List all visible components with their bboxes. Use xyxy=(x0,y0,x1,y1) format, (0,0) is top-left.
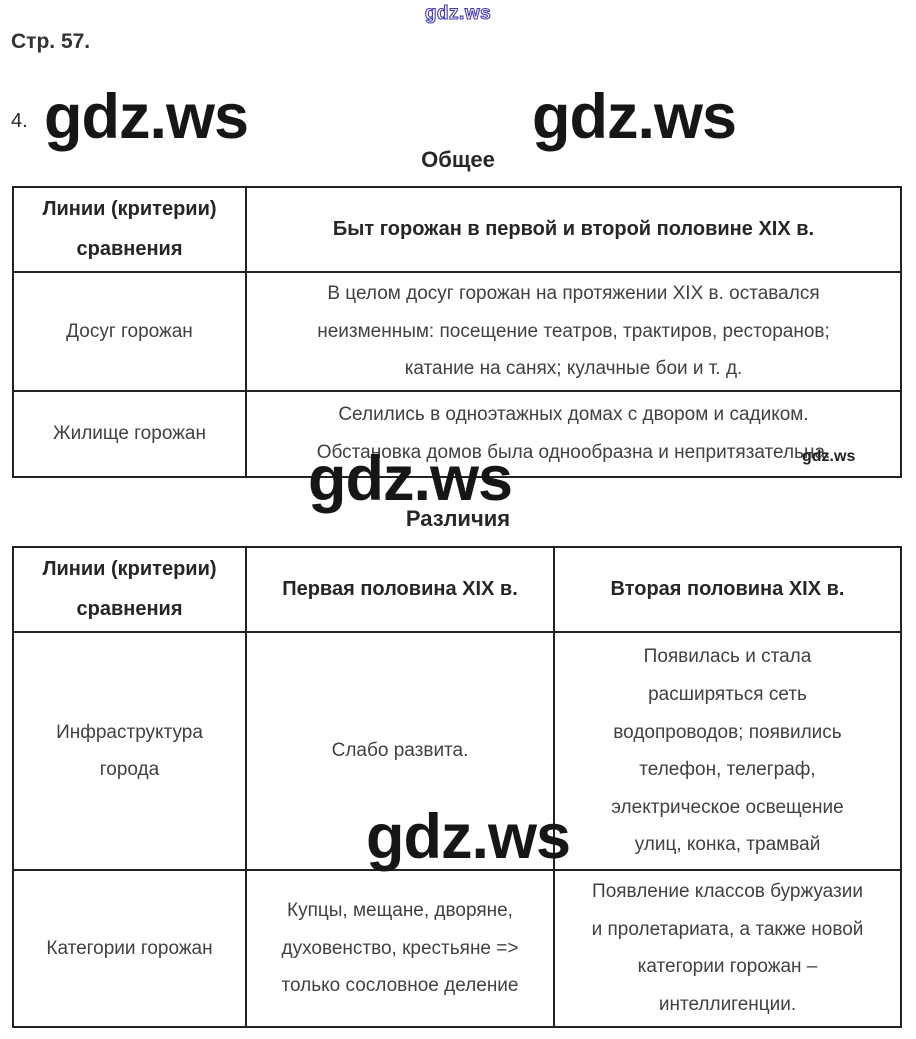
watermark-large-middle: gdz.ws xyxy=(308,444,513,514)
table-differences-row2-second-half: Появление классов буржуазии и пролетариа… xyxy=(553,869,902,1028)
table-differences-row1-first-half: Слабо развита. xyxy=(245,631,555,872)
watermark-large-left: gdz.ws xyxy=(44,82,249,152)
watermark-top-outline: gdz.ws xyxy=(424,2,492,24)
table-common-row2-criterion: Жилище горожан xyxy=(12,390,247,479)
table-differences-header-row: Линии (критерии) сравнения Первая полови… xyxy=(12,545,902,634)
table-differences-row1-criterion: Инфраструктура города xyxy=(12,631,247,872)
table-differences-header-first-half: Первая половина XIX в. xyxy=(245,545,555,634)
watermark-large-right: gdz.ws xyxy=(532,82,737,152)
table-differences-row1-second-half: Появилась и стала расширяться сеть водоп… xyxy=(553,631,902,872)
table-differences-header-second-half: Вторая половина XIX в. xyxy=(553,545,902,634)
watermark-large-bottom: gdz.ws xyxy=(366,802,571,872)
section-title-common: Общее xyxy=(421,147,495,172)
table-row: Инфраструктура города Слабо развита. Поя… xyxy=(12,631,902,872)
table-row: Категории горожан Купцы, мещане, дворяне… xyxy=(12,869,902,1028)
table-differences-row2-first-half: Купцы, мещане, дворяне, духовенство, кре… xyxy=(245,869,555,1028)
table-common-header-row: Линии (критерии) сравнения Быт горожан в… xyxy=(12,185,902,274)
item-number: 4. xyxy=(11,110,28,132)
table-row: Досуг горожан В целом досуг горожан на п… xyxy=(12,271,902,393)
table-differences-header-criteria: Линии (критерии) сравнения xyxy=(12,545,247,634)
table-common-header-value: Быт горожан в первой и второй половине X… xyxy=(245,185,902,274)
watermark-small-right: gdz.ws xyxy=(802,448,856,465)
table-row: Жилище горожан Селились в одноэтажных до… xyxy=(12,390,902,479)
table-common-row1-value: В целом досуг горожан на протяжении XIX … xyxy=(245,271,902,393)
table-common: Линии (критерии) сравнения Быт горожан в… xyxy=(12,185,902,479)
page-label: Стр. 57. xyxy=(11,30,91,53)
section-title-differences: Различия xyxy=(405,506,511,531)
table-common-row2-value: Селились в одноэтажных домах с двором и … xyxy=(245,390,902,479)
table-common-row1-criterion: Досуг горожан xyxy=(12,271,247,393)
table-differences: Линии (критерии) сравнения Первая полови… xyxy=(12,545,902,1028)
table-differences-row2-criterion: Категории горожан xyxy=(12,869,247,1028)
table-common-header-criteria: Линии (критерии) сравнения xyxy=(12,185,247,274)
